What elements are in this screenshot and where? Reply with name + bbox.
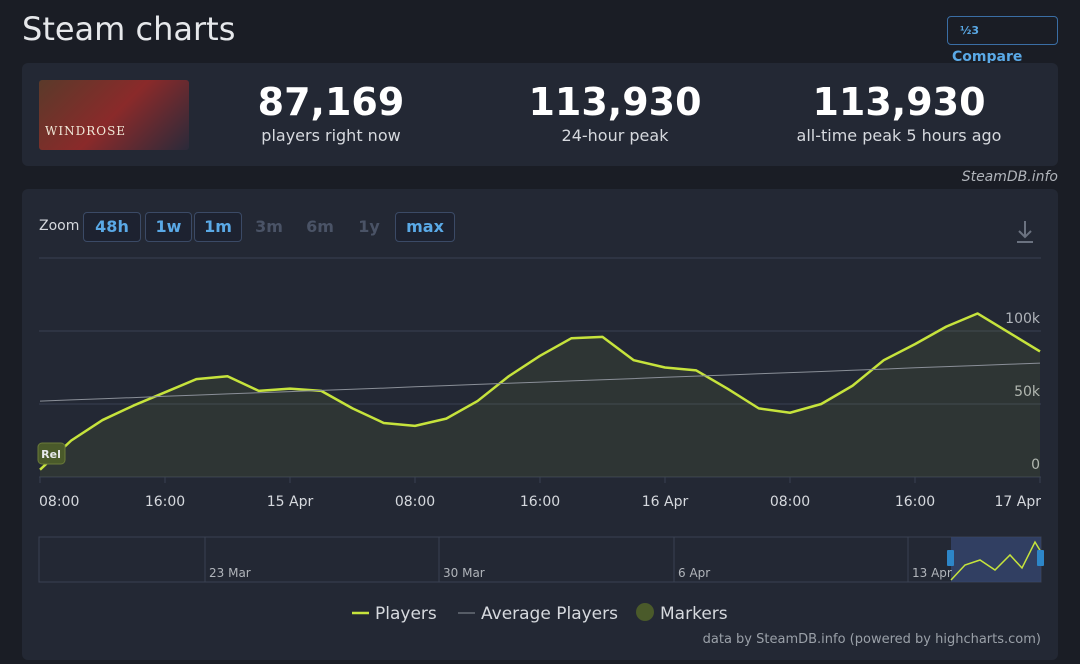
marker-label: Rel [41, 448, 61, 461]
stat-label: all-time peak 5 hours ago [796, 126, 1002, 145]
compare-label: Compare [952, 49, 1023, 65]
stat-label: 24-hour peak [561, 126, 669, 145]
legend-label: Average Players [481, 604, 618, 624]
y-tick-label: 0 [1031, 457, 1040, 473]
game-name: WINDROSE [45, 124, 127, 138]
navigator-handle[interactable] [947, 550, 954, 566]
navigator-label: 23 Mar [209, 566, 251, 580]
line [39, 312, 1041, 471]
page-title: Steam charts [22, 10, 236, 48]
legend-label: Players [375, 604, 437, 624]
stat-value: 113,930 [528, 80, 702, 124]
download-icon[interactable] [1017, 221, 1033, 243]
x-tick-label: 08:00 [39, 494, 79, 510]
zoom-button: 1y [358, 217, 380, 236]
navigator-handle[interactable] [1037, 550, 1044, 566]
navigator-selection[interactable] [951, 537, 1041, 582]
compare-icon: ½3 [960, 24, 980, 37]
x-tick-label: 16:00 [520, 494, 560, 510]
zoom-button: 6m [306, 217, 334, 236]
navigator [38, 536, 1042, 583]
x-tick-label: 15 Apr [267, 494, 314, 510]
y-tick-label: 50k [1014, 384, 1041, 400]
stat: 87,169 players right now [191, 80, 471, 145]
marker-box [37, 442, 66, 465]
navigator-label: 13 Apr [912, 566, 952, 580]
x-tick-label: 08:00 [770, 494, 810, 510]
zoom-button[interactable]: max [395, 212, 455, 242]
stat: 113,930 all-time peak 5 hours ago [759, 80, 1039, 145]
stat-value: 113,930 [812, 80, 986, 124]
average-line [39, 362, 1041, 402]
zoom-label: Zoom [39, 218, 80, 234]
zoom-button: 3m [255, 217, 283, 236]
y-tick-label: 100k [1005, 311, 1041, 327]
stat: 113,930 24-hour peak [475, 80, 755, 145]
legend-label: Markers [660, 604, 728, 624]
zoom-button[interactable]: 48h [83, 212, 141, 242]
legend-item[interactable]: Players [352, 604, 437, 624]
x-tick-label: 17 Apr [995, 494, 1042, 510]
zoom-button[interactable]: 1w [145, 212, 192, 242]
x-tick-label: 16 Apr [642, 494, 689, 510]
stat-value: 87,169 [257, 80, 405, 124]
navigator-line [950, 540, 1042, 581]
legend-swatch [636, 603, 654, 621]
legend-item[interactable]: Average Players [458, 604, 618, 624]
x-tick-label: 16:00 [895, 494, 935, 510]
stats-panel [22, 63, 1058, 166]
area [40, 313, 1040, 477]
legend-item[interactable]: Markers [636, 603, 728, 624]
navigator-label: 6 Apr [678, 566, 710, 580]
compare-button[interactable]: ½3 Compare [947, 16, 1058, 65]
stat-label: players right now [261, 126, 401, 145]
x-tick-label: 08:00 [395, 494, 435, 510]
zoom-button[interactable]: 1m [194, 212, 242, 242]
navigator-label: 30 Mar [443, 566, 485, 580]
game-image[interactable]: WINDROSE [39, 80, 189, 150]
credit: SteamDB.info [961, 169, 1058, 185]
marker[interactable]: Rel [37, 442, 66, 465]
x-tick-label: 16:00 [145, 494, 185, 510]
footer: data by SteamDB.info (powered by highcha… [703, 632, 1041, 647]
